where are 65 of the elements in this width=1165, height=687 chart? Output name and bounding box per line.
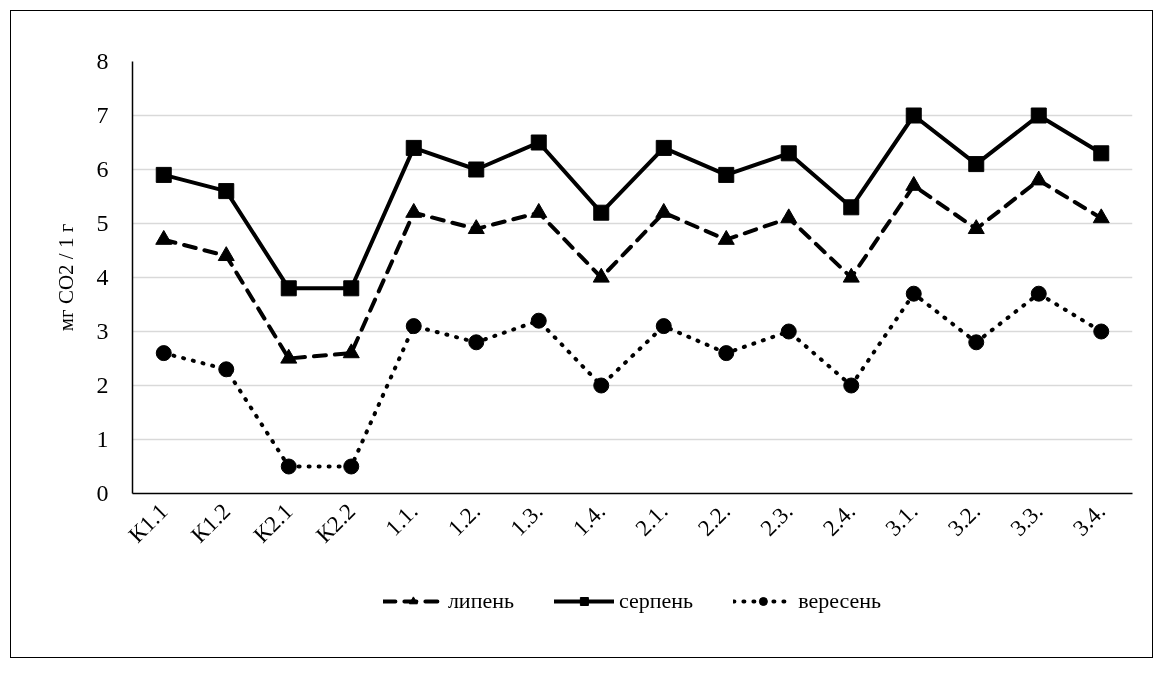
point: [967, 219, 985, 235]
point: [1030, 285, 1047, 302]
x-tick-label: 2.2.: [693, 498, 736, 541]
point: [405, 139, 422, 156]
x-tick-label: 3.2.: [943, 498, 986, 541]
point: [218, 361, 235, 378]
point: [155, 345, 172, 362]
point: [780, 145, 797, 162]
x-tick-label: 3.4.: [1068, 498, 1111, 541]
point: [718, 345, 735, 362]
x-tick-label: К2.1: [248, 498, 298, 548]
point: [1030, 170, 1048, 186]
point: [655, 318, 672, 335]
y-tick-label: 0: [96, 480, 109, 506]
y-tick-label: 6: [96, 156, 109, 182]
point: [280, 458, 297, 475]
point: [1093, 323, 1110, 340]
point: [343, 458, 360, 475]
point: [968, 334, 985, 351]
point: [780, 208, 798, 224]
legend-label: серпень: [619, 588, 694, 614]
point: [968, 156, 985, 173]
point: [405, 318, 422, 335]
x-tick-label: 1.2.: [443, 498, 486, 541]
point: [718, 166, 735, 183]
y-axis-title: мг CO2 / 1 г: [53, 223, 78, 332]
x-tick-label: 2.1.: [630, 498, 673, 541]
y-tick-label: 8: [96, 48, 109, 74]
point: [1030, 107, 1047, 124]
y-tick-label: 2: [96, 372, 109, 398]
y-tick-label: 3: [96, 318, 109, 344]
point: [468, 161, 485, 178]
point: [780, 323, 797, 340]
point: [593, 377, 610, 394]
x-tick-label: 1.3.: [505, 498, 548, 541]
point: [1092, 208, 1110, 224]
x-tick-label: 3.3.: [1005, 498, 1048, 541]
point: [655, 139, 672, 156]
point: [843, 377, 860, 394]
point: [218, 183, 235, 200]
point: [530, 312, 547, 329]
point: [530, 134, 547, 151]
point: [217, 246, 235, 262]
point: [593, 204, 610, 221]
point: [1093, 145, 1110, 162]
point: [155, 166, 172, 183]
x-tick-label: 1.1.: [380, 498, 423, 541]
x-tick-label: 1.4.: [568, 498, 611, 541]
x-tick-label: 2.3.: [755, 498, 798, 541]
x-tick-label: 3.1.: [880, 498, 923, 541]
point: [843, 199, 860, 216]
y-tick-label: 5: [96, 210, 109, 236]
point: [905, 285, 922, 302]
y-tick-label: 1: [96, 426, 109, 452]
point: [468, 334, 485, 351]
point: [343, 280, 360, 297]
y-tick-label: 4: [96, 264, 109, 290]
legend-label: вересень: [798, 588, 882, 614]
point: [905, 107, 922, 124]
point: [467, 219, 485, 235]
x-tick-label: К1.1: [123, 498, 173, 548]
point: [280, 280, 297, 297]
y-tick-label: 7: [96, 102, 109, 128]
x-tick-label: 2.4.: [818, 498, 861, 541]
legend-label: липень: [447, 588, 514, 614]
